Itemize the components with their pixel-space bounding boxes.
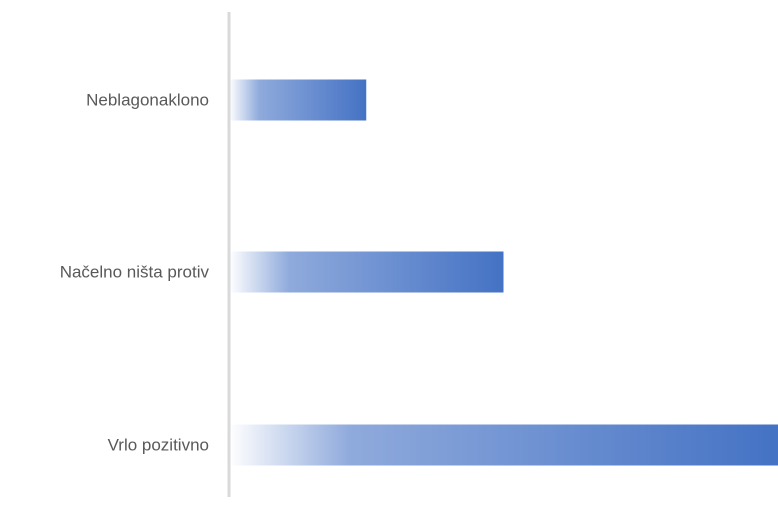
bar-2 bbox=[229, 424, 778, 466]
bar-0 bbox=[229, 79, 367, 121]
category-label-2: Vrlo pozitivno bbox=[108, 436, 209, 455]
category-labels-group: Neblagonaklono Načelno ništa protiv Vrlo p… bbox=[60, 91, 210, 455]
category-label-1: Načelno ništa protiv bbox=[60, 263, 210, 282]
bars-group bbox=[229, 79, 778, 466]
category-label-0: Neblagonaklono bbox=[86, 91, 209, 110]
bar-1 bbox=[229, 251, 504, 293]
